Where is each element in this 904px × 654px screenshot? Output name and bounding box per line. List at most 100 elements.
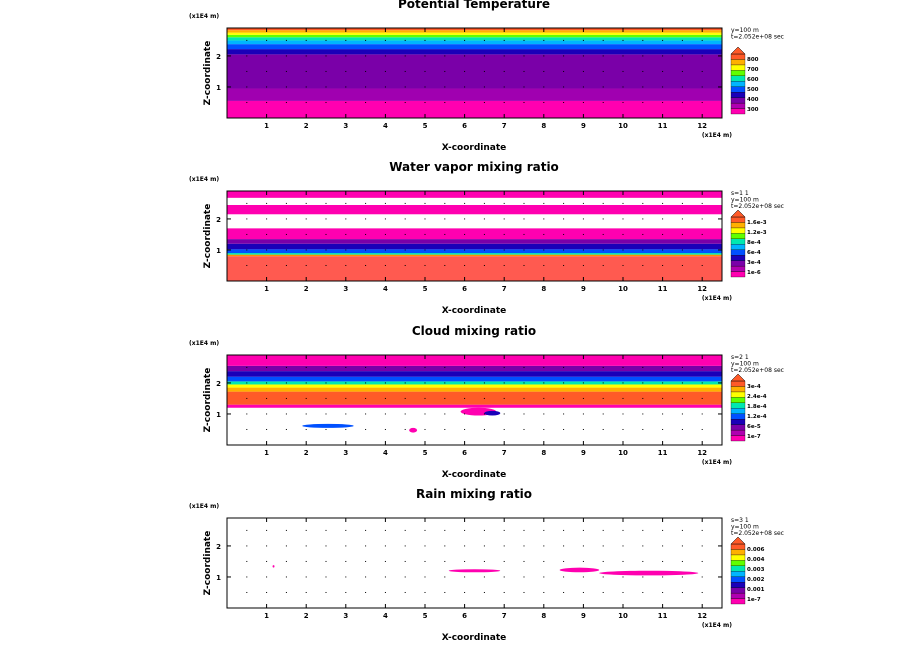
grid-dot [444, 545, 446, 547]
grid-dot [285, 70, 287, 72]
x-tick-label: 6 [462, 612, 467, 620]
grid-dot [701, 382, 703, 384]
grid-dot [464, 202, 466, 204]
x-tick-label: 4 [383, 285, 388, 293]
legend-swatch [730, 59, 746, 66]
grid-dot [543, 428, 545, 430]
grid-dot [681, 591, 683, 593]
grid-dot [582, 397, 584, 399]
grid-dot [305, 233, 307, 235]
grid-dot [404, 202, 406, 204]
grid-dot [701, 39, 703, 41]
grid-dot [582, 428, 584, 430]
grid-dot [582, 545, 584, 547]
grid-dot [483, 101, 485, 103]
grid-dot [642, 560, 644, 562]
grid-dot [266, 428, 268, 430]
grid-dot [246, 202, 248, 204]
grid-dot [681, 264, 683, 266]
grid-dot [662, 202, 664, 204]
grid-dot [266, 202, 268, 204]
grid-dot [305, 55, 307, 57]
grid-dot [681, 39, 683, 41]
contour-band-4 [227, 44, 722, 50]
grid-dot [404, 382, 406, 384]
x-tick-label: 8 [541, 122, 546, 130]
plot-frame [226, 354, 723, 446]
grid-dot [345, 428, 347, 430]
grid-dot [325, 413, 327, 415]
grid-dot [622, 576, 624, 578]
legend-label: 0.001 [747, 587, 765, 593]
x-tick-label: 10 [618, 285, 628, 293]
grid-dot [563, 233, 565, 235]
grid-dot [602, 560, 604, 562]
grid-dot [384, 560, 386, 562]
grid-dot [464, 382, 466, 384]
grid-dot [622, 70, 624, 72]
grid-dot [285, 86, 287, 88]
x-tick-label: 4 [383, 122, 388, 130]
legend-swatch [730, 582, 746, 588]
legend-label: 0.004 [747, 557, 765, 563]
grid-dot [305, 366, 307, 368]
x-tick-label: 1 [264, 612, 269, 620]
grid-dot [305, 545, 307, 547]
x-tick-label: 2 [304, 449, 309, 457]
z-unit-label: (x1E4 m) [189, 13, 219, 20]
legend-swatch [730, 216, 746, 223]
grid-dot [424, 39, 426, 41]
grid-dot [543, 70, 545, 72]
grid-dot [503, 428, 505, 430]
x-axis-label: X-coordinate [442, 633, 507, 643]
grid-dot [483, 70, 485, 72]
grid-dot [424, 560, 426, 562]
grid-dot [345, 70, 347, 72]
grid-dot [662, 264, 664, 266]
grid-dot [305, 428, 307, 430]
legend-label: 700 [747, 67, 759, 73]
plot-area [227, 518, 722, 608]
grid-dot [345, 55, 347, 57]
legend-swatch [730, 598, 746, 605]
grid-dot [503, 529, 505, 531]
grid-dot [602, 202, 604, 204]
grid-dot [365, 591, 367, 593]
contour-band-8 [227, 204, 722, 215]
grid-dot [523, 397, 525, 399]
grid-dot [582, 591, 584, 593]
grid-dot [503, 218, 505, 220]
grid-dot [444, 428, 446, 430]
grid-dot [563, 529, 565, 531]
grid-dot [701, 101, 703, 103]
legend-swatch [730, 86, 746, 93]
grid-dot [503, 382, 505, 384]
grid-dot [464, 560, 466, 562]
grid-dot [285, 560, 287, 562]
chart-panel: Cloud mixing ratio(x1E4 m)1 2 3 4 5 6 7 8 9 10 11 1… [189, 324, 784, 480]
x-tick-label: 6 [462, 285, 467, 293]
grid-dot [701, 218, 703, 220]
x-tick-label: 10 [618, 122, 628, 130]
grid-dot [305, 560, 307, 562]
grid-dot [246, 218, 248, 220]
grid-dot [384, 366, 386, 368]
grid-dot [582, 560, 584, 562]
grid-dot [523, 576, 525, 578]
legend-swatch [730, 102, 746, 109]
grid-dot [384, 233, 386, 235]
grid-dot [444, 413, 446, 415]
x-tick-label: 5 [423, 122, 428, 130]
grid-dot [444, 576, 446, 578]
grid-dot [701, 591, 703, 593]
grid-dot [582, 249, 584, 251]
grid-dot [681, 202, 683, 204]
grid-dot [503, 55, 505, 57]
grid-dot [285, 428, 287, 430]
z-axis-label: Z-coordinate [203, 531, 213, 596]
grid-dot [563, 428, 565, 430]
grid-dot [464, 86, 466, 88]
grid-dot [602, 545, 604, 547]
grid-dot [424, 233, 426, 235]
grid-dot [345, 591, 347, 593]
